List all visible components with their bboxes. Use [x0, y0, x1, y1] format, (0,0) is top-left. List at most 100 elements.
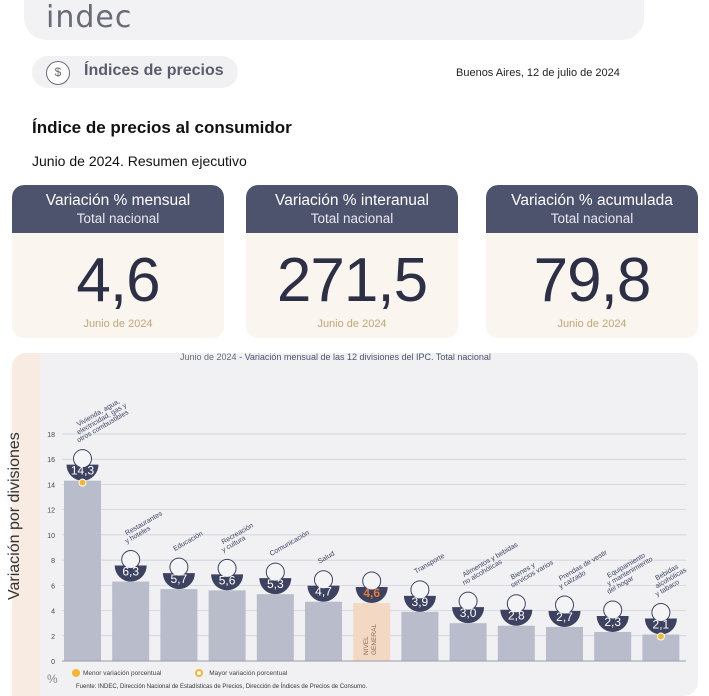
- value-disk: [307, 585, 340, 602]
- division-icon: [121, 550, 141, 570]
- bar: [64, 480, 101, 661]
- value-label: 14,3: [71, 464, 95, 478]
- top-bar: [24, 0, 644, 40]
- kpi-value: 4,6: [76, 246, 160, 315]
- value-disk: [211, 574, 244, 591]
- kpi-title: Variación % mensual: [45, 192, 191, 209]
- division-icon: [217, 558, 237, 578]
- division-icon: [73, 449, 92, 469]
- value-label: 2,3: [604, 615, 621, 629]
- y-tick-label: 10: [47, 533, 55, 540]
- bar-general: [353, 602, 391, 661]
- y-tick-label: 2: [51, 634, 55, 641]
- legend-min-marker: [72, 669, 80, 677]
- general-level-label: NIVEL: [363, 636, 370, 655]
- value-disk: [596, 615, 629, 632]
- kpi-scope: Total nacional: [310, 211, 394, 226]
- bar: [401, 611, 439, 661]
- value-label: 5,6: [219, 573, 236, 587]
- division-icon: [265, 562, 285, 582]
- legend-max-label: Mayor variación porcentual: [209, 669, 288, 677]
- division-icon: [651, 603, 671, 623]
- y-tick-label: 6: [51, 583, 55, 590]
- division-icon: [362, 571, 382, 591]
- category-label: Salud: [317, 550, 336, 565]
- section-label: Índices de precios: [84, 62, 224, 79]
- bar: [256, 594, 294, 661]
- division-icon: [169, 557, 189, 577]
- document-subtitle: Junio de 2024. Resumen ejecutivo: [32, 153, 247, 169]
- y-tick-label: 8: [51, 558, 55, 565]
- kpi-header: Variación % acumulada Total nacional: [486, 185, 698, 233]
- kpi-value: 271,5: [276, 246, 428, 315]
- value-label: 2,1: [653, 618, 670, 632]
- bar: [112, 581, 150, 661]
- y-tick-label: 4: [51, 609, 55, 616]
- kpi-period: Junio de 2024: [83, 318, 153, 330]
- value-label: 2,8: [508, 609, 525, 623]
- legend-max-marker: [195, 669, 204, 677]
- value-label: 6,3: [122, 565, 139, 579]
- value-label: 4,7: [315, 585, 332, 599]
- max-variation-marker: [78, 478, 87, 487]
- y-tick-label: 12: [47, 508, 55, 515]
- document-title: Índice de precios al consumidor: [32, 118, 292, 137]
- bar: [449, 623, 487, 661]
- division-icon: [458, 591, 478, 611]
- division-icon: [314, 570, 333, 590]
- value-disk: [66, 464, 99, 481]
- value-label: 5,7: [171, 572, 188, 586]
- indec-logo: indec: [46, 0, 133, 35]
- value-label: 2,7: [556, 610, 573, 624]
- chart-legend: Menor variación porcentual Mayor variaci…: [72, 669, 287, 677]
- value-disk: [548, 610, 581, 627]
- kpi-header: Variación % interanual Total nacional: [246, 185, 458, 233]
- y-axis-unit: %: [47, 672, 58, 686]
- value-disk: [403, 595, 436, 612]
- source-note: Fuente: INDEC, Dirección Nacional de Est…: [76, 684, 368, 690]
- value-disk: [355, 586, 388, 603]
- value-disk: [452, 607, 485, 624]
- y-tick-label: 16: [47, 457, 55, 464]
- y-tick-label: 18: [47, 432, 55, 439]
- bar: [594, 631, 632, 661]
- kpi-period: Junio de 2024: [317, 318, 387, 330]
- place-date: Buenos Aires, 12 de julio de 2024: [456, 67, 620, 79]
- legend-min-label: Menor variación porcentual: [83, 669, 162, 677]
- value-disk: [114, 565, 147, 582]
- value-disk: [644, 618, 677, 635]
- kpi-card-monthly: Variación % mensual Total nacional 4,6 J…: [12, 185, 224, 338]
- general-level-label: GENERAL: [371, 624, 378, 655]
- value-disk: [259, 578, 292, 595]
- division-icon: [603, 600, 623, 620]
- kpi-title: Variación % interanual: [275, 192, 429, 209]
- kpi-value: 79,8: [533, 246, 652, 315]
- value-label: 3,0: [460, 606, 477, 620]
- kpi-scope: Total nacional: [76, 211, 160, 226]
- value-label: 4,6: [363, 586, 380, 600]
- bar: [546, 626, 583, 661]
- chart-caption-period: Junio de 2024: [180, 352, 237, 362]
- chart-caption: Junio de 2024 - Variación mensual de las…: [180, 352, 491, 362]
- bar: [160, 589, 198, 661]
- kpi-card-accumulated: Variación % acumulada Total nacional 79,…: [486, 185, 698, 338]
- category-label: Educación: [172, 530, 204, 552]
- bar: [305, 601, 342, 661]
- kpi-title: Variación % acumulada: [511, 192, 673, 209]
- division-icon: [555, 595, 574, 615]
- chart-caption-title: - Variación mensual de las 12 divisiones…: [239, 352, 491, 362]
- value-disk: [500, 609, 533, 626]
- value-label: 3,9: [412, 595, 429, 609]
- kpi-header: Variación % mensual Total nacional: [12, 185, 224, 233]
- min-variation-marker: [656, 632, 665, 641]
- division-icon: [410, 580, 430, 600]
- kpi-card-yearly: Variación % interanual Total nacional 27…: [246, 185, 458, 338]
- bar: [208, 590, 246, 661]
- category-label: Comunicación: [269, 530, 311, 558]
- value-label: 5,3: [267, 577, 284, 591]
- kpi-scope: Total nacional: [550, 211, 634, 226]
- y-tick-label: 14: [47, 482, 55, 489]
- price-index-icon: $: [46, 61, 70, 85]
- division-icon: [506, 594, 526, 614]
